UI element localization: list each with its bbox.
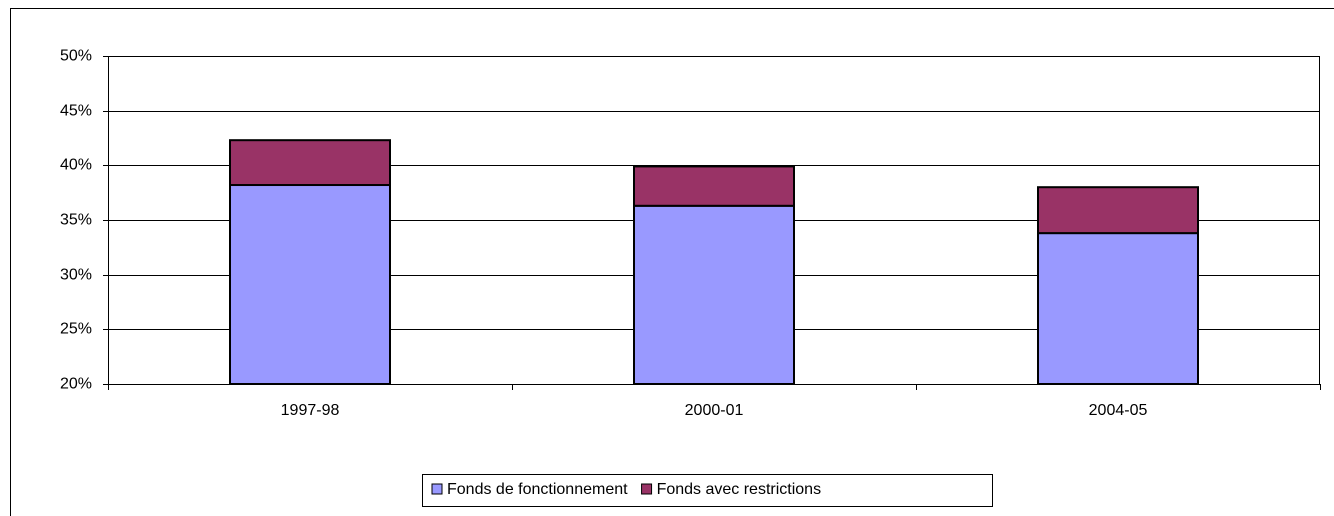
y-tick-label: 35%: [60, 212, 92, 229]
legend-swatch: [431, 483, 443, 495]
legend-box: [422, 474, 993, 507]
bar-segment: [633, 165, 795, 207]
y-tick-label: 45%: [60, 103, 92, 120]
y-tick-label: 20%: [60, 376, 92, 393]
y-tick-label: 40%: [60, 157, 92, 174]
bar-segment: [229, 139, 391, 187]
y-tick-label: 30%: [60, 267, 92, 284]
bar-segment: [1037, 232, 1199, 385]
y-tick-label: 25%: [60, 321, 92, 338]
bar-segment: [1037, 186, 1199, 235]
bar-segment: [633, 204, 795, 385]
bar-segment: [229, 184, 391, 385]
legend-label: Fonds de fonctionnement: [447, 481, 628, 498]
legend-swatch: [641, 483, 653, 495]
legend-label: Fonds avec restrictions: [657, 481, 822, 498]
x-tick-label: 1997-98: [281, 402, 340, 419]
y-tick-label: 50%: [60, 48, 92, 65]
x-tick-label: 2000-01: [685, 402, 744, 419]
x-tick-label: 2004-05: [1089, 402, 1148, 419]
